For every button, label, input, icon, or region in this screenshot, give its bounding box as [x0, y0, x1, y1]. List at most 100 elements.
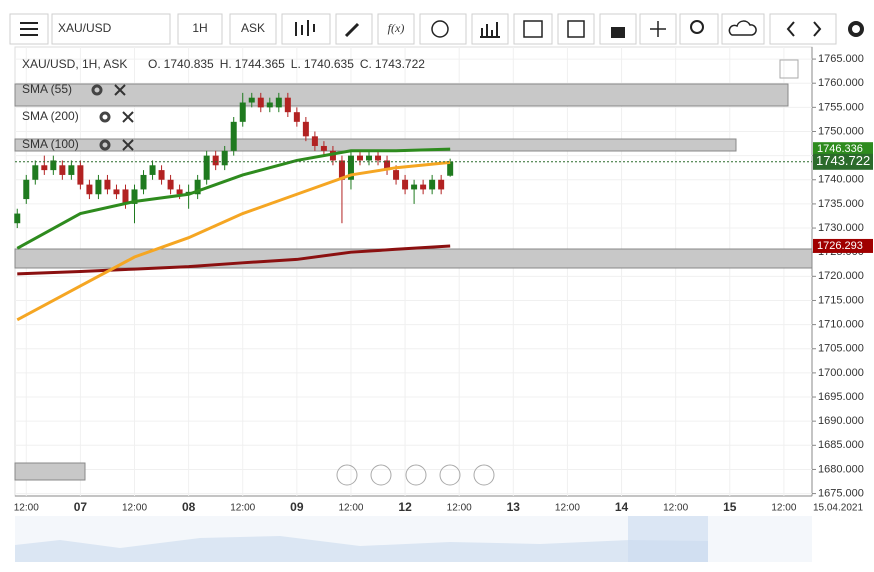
x-tick-label: 15.04.2021	[813, 503, 863, 514]
reset[interactable]	[405, 464, 427, 486]
candle-body	[77, 165, 84, 185]
zoom-in[interactable]	[439, 464, 461, 486]
x-tick-label: 12:00	[663, 503, 688, 514]
navigator-window[interactable]	[628, 516, 708, 562]
zoom-out[interactable]	[370, 464, 392, 486]
ohlc-value: 1740.635	[304, 57, 354, 71]
candle-body	[95, 179, 102, 195]
candle-body	[167, 179, 174, 190]
x-tick-label: 12:00	[447, 503, 472, 514]
y-tick-label: 1765.000	[818, 53, 864, 65]
x-tick-label: 08	[182, 500, 196, 514]
info-button[interactable]	[419, 13, 467, 45]
candle-body	[104, 179, 111, 190]
x-tick-label: 12:00	[122, 503, 147, 514]
settings-icon[interactable]	[848, 21, 864, 37]
cloud-button[interactable]	[721, 13, 765, 45]
legend-remove[interactable]	[122, 139, 134, 151]
nav-right[interactable]	[473, 464, 495, 486]
navigator	[15, 516, 812, 562]
candle-body	[347, 155, 354, 180]
bars-icon	[480, 22, 500, 38]
y-tick-label: 1760.000	[818, 77, 864, 89]
candle-body	[329, 150, 336, 161]
candle-body	[86, 184, 93, 195]
legend-remove[interactable]	[122, 111, 134, 123]
zone[interactable]	[14, 462, 86, 481]
x-tick-label: 07	[74, 500, 88, 514]
scroll-buttons[interactable]	[769, 13, 837, 45]
template-icon	[567, 20, 585, 38]
candle-body	[447, 161, 454, 176]
volume-button[interactable]	[471, 13, 509, 45]
indicator-button[interactable]	[377, 13, 415, 45]
candle-body	[284, 97, 291, 113]
y-tick-label: 1710.000	[818, 319, 864, 331]
zoom-button[interactable]	[679, 13, 719, 45]
info-icon	[431, 20, 449, 38]
candle-body	[375, 155, 382, 161]
sma-line	[16, 160, 451, 322]
x-tick-label: 12:00	[771, 503, 796, 514]
last-price-label: 1743.722	[816, 153, 870, 168]
candle-body	[438, 179, 445, 190]
popout-button[interactable]	[779, 59, 799, 79]
price-type-button[interactable]	[229, 13, 277, 45]
legend-settings[interactable]	[99, 139, 111, 151]
candle-body	[140, 174, 147, 190]
ohlc-value: 1740.835	[164, 57, 214, 71]
cloud-icon	[728, 20, 757, 36]
nav-left[interactable]	[336, 464, 358, 486]
timeframe-button[interactable]	[177, 13, 223, 45]
candle-body	[14, 213, 21, 224]
y-tick-label: 1690.000	[818, 415, 864, 427]
legend-settings[interactable]	[99, 111, 111, 123]
y-tick-label: 1680.000	[818, 463, 864, 475]
chart-type-icon	[295, 20, 315, 36]
chart-type-button[interactable]	[281, 13, 331, 45]
x-tick-label: 13	[507, 500, 521, 514]
drawing-zones	[14, 83, 813, 481]
candle-body	[366, 155, 373, 161]
legend-label: SMA (200)	[22, 109, 79, 123]
candle-body	[429, 179, 436, 190]
candle-body	[393, 170, 400, 180]
legend-remove[interactable]	[114, 84, 126, 96]
price-tag-label: 1746.336	[817, 143, 863, 155]
symbol-input[interactable]	[51, 13, 171, 45]
arrow-icons	[786, 21, 822, 37]
y-tick-label: 1700.000	[818, 367, 864, 379]
candle-body	[356, 155, 363, 161]
candle-body	[32, 165, 39, 180]
y-tick-label: 1705.000	[818, 343, 864, 355]
candle-body	[293, 112, 300, 122]
candle-body	[59, 165, 66, 175]
candle-body	[41, 165, 48, 171]
calendar-icon	[523, 20, 543, 38]
calendar-button[interactable]	[513, 13, 553, 45]
sma-line	[16, 147, 451, 250]
candle-body	[320, 145, 327, 151]
candle-body	[311, 136, 318, 146]
timeframe: 1H	[192, 21, 207, 35]
zone[interactable]	[14, 83, 789, 107]
legend-settings[interactable]	[91, 84, 103, 96]
y-tick-label: 1735.000	[818, 198, 864, 210]
candle-body	[302, 121, 309, 137]
pen-icon	[344, 22, 360, 38]
candle-body	[384, 160, 391, 171]
price-tag	[813, 142, 873, 157]
candle-body	[122, 189, 129, 204]
candle-body	[131, 189, 138, 204]
y-tick-label: 1715.000	[818, 294, 864, 306]
candle-body	[230, 121, 237, 151]
ohlc-value: 1743.722	[375, 57, 425, 71]
zoom-icon	[690, 20, 704, 34]
toolbar: XAU/USD 1H ASK f(x)	[9, 13, 864, 45]
y-tick-label: 1755.000	[818, 101, 864, 113]
candle-body	[212, 155, 219, 166]
y-tick-label: 1750.000	[818, 125, 864, 137]
template-button[interactable]	[557, 13, 595, 45]
candle-body	[420, 184, 427, 190]
y-tick-label: 1685.000	[818, 439, 864, 451]
